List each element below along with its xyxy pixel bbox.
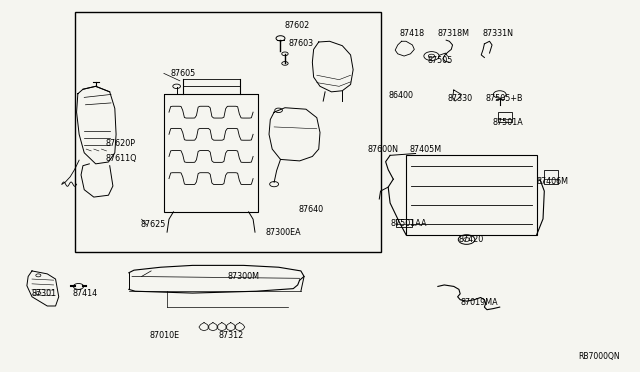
Text: 87640: 87640 [299,205,324,215]
Text: 87501AA: 87501AA [390,219,427,228]
Bar [406,155,537,235]
Text: 87300M: 87300M [228,272,260,281]
Bar [164,94,258,212]
Text: 87620P: 87620P [105,139,135,148]
Text: 87602: 87602 [285,21,310,30]
Text: 87501A: 87501A [492,118,523,127]
Text: 87301: 87301 [32,289,57,298]
Bar [544,170,558,184]
Text: 87625: 87625 [140,220,166,229]
Text: 87019MA: 87019MA [460,298,498,307]
Text: 87414: 87414 [73,289,98,298]
Bar [396,219,412,227]
Text: 87505: 87505 [427,56,452,65]
Bar [75,13,381,253]
Text: 87300EA: 87300EA [266,228,301,237]
Text: 87505+B: 87505+B [486,94,523,103]
Text: 87405M: 87405M [409,145,442,154]
Text: 87418: 87418 [399,29,425,38]
Text: 87330: 87330 [447,94,472,103]
Text: 87611Q: 87611Q [105,154,137,163]
Text: 87010E: 87010E [149,331,179,340]
Text: 87605: 87605 [170,69,195,78]
Text: 87331N: 87331N [483,29,513,38]
Text: 87603: 87603 [288,39,313,48]
Text: 87420: 87420 [459,235,484,244]
Text: RB7000QN: RB7000QN [578,352,620,361]
Text: 87312: 87312 [218,331,243,340]
Bar [499,112,513,122]
Text: 87318M: 87318M [438,29,470,38]
Text: 87600N: 87600N [368,145,399,154]
Text: 86400: 86400 [389,91,414,100]
Text: 87406M: 87406M [537,177,569,186]
